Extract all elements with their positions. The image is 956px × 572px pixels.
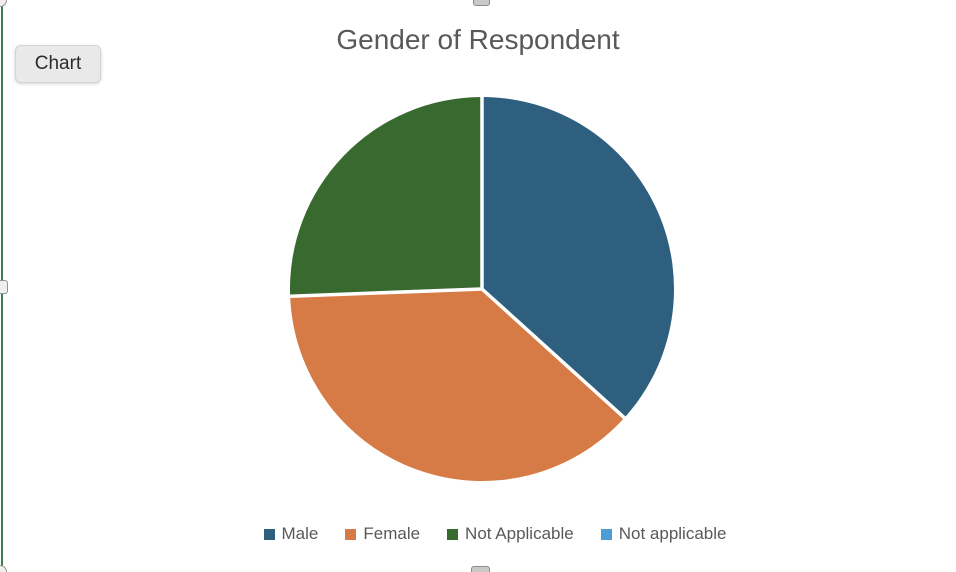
legend-swatch-icon	[600, 528, 612, 540]
legend-swatch-icon	[263, 528, 275, 540]
legend-label: Not applicable	[618, 524, 727, 543]
legend-label: Male	[281, 524, 319, 543]
legend-label: Female	[363, 524, 421, 543]
legend-swatch-icon	[345, 528, 357, 540]
pie-plot-area	[289, 96, 675, 482]
pie-slice-female[interactable]	[290, 289, 625, 481]
chart-tooltip-chip[interactable]: Chart	[15, 45, 101, 83]
resize-handle-top-left[interactable]	[0, 0, 7, 7]
resize-handle-bottom-center[interactable]	[471, 566, 490, 572]
resize-handle-top-center[interactable]	[473, 0, 490, 6]
legend-swatch-icon	[447, 528, 459, 540]
resize-handle-bottom-left[interactable]	[0, 565, 7, 572]
pie-slice-not-applicable[interactable]	[290, 97, 482, 297]
legend-item-not-applicable[interactable]: Not Applicable	[447, 524, 574, 544]
slice-separator	[480, 287, 626, 420]
pie-slice-male[interactable]	[482, 97, 674, 418]
chart-tooltip-label: Chart	[34, 53, 82, 74]
resize-handle-middle-left[interactable]	[0, 280, 8, 294]
legend-item-male[interactable]: Male	[263, 524, 319, 544]
slice-separator	[290, 287, 483, 298]
legend-item-female[interactable]: Female	[345, 524, 420, 544]
chart-legend: Male Female Not Applicable Not applicable	[34, 522, 956, 546]
legend-item-not-applicable[interactable]: Not applicable	[600, 524, 727, 544]
chart-title[interactable]: Gender of Respondent	[336, 24, 620, 55]
pie-chart	[290, 97, 674, 481]
legend-label: Not Applicable	[465, 524, 574, 543]
